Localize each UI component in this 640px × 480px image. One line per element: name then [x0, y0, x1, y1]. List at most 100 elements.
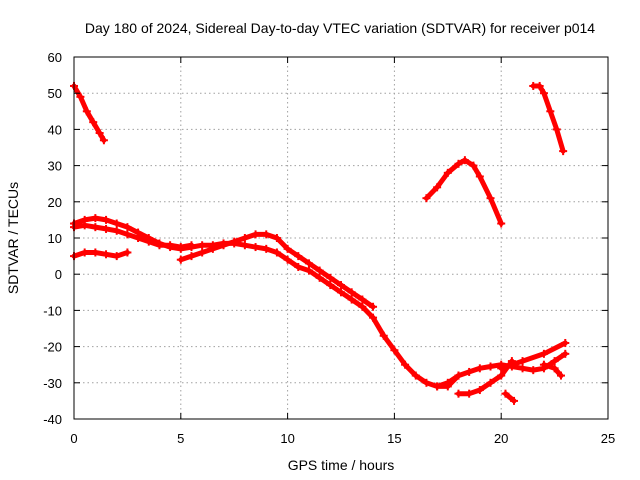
data-point: [475, 386, 484, 395]
data-point: [283, 255, 292, 264]
x-axis-label: GPS time / hours: [288, 457, 395, 473]
data-point: [539, 360, 548, 369]
data-point: [240, 241, 249, 250]
data-point: [539, 349, 548, 358]
y-tick-label: 20: [48, 195, 62, 210]
data-point: [89, 118, 98, 127]
data-point: [497, 219, 506, 228]
data-point: [443, 168, 452, 177]
series-arc-12: [541, 362, 564, 379]
data-point: [326, 281, 335, 290]
data-point: [198, 248, 207, 257]
data-point: [112, 252, 121, 261]
data-point: [95, 129, 104, 138]
data-point: [230, 237, 239, 246]
data-point: [465, 367, 474, 376]
data-point: [294, 252, 303, 261]
data-point: [251, 243, 260, 252]
data-point: [550, 357, 559, 366]
data-point: [539, 89, 548, 98]
x-tick-label: 10: [280, 431, 294, 446]
data-point: [91, 214, 100, 223]
data-point: [80, 221, 89, 230]
data-point: [187, 252, 196, 261]
data-point: [518, 364, 527, 373]
data-point: [465, 389, 474, 398]
x-tick-label: 5: [177, 431, 184, 446]
data-point: [326, 273, 335, 282]
data-point: [112, 219, 121, 228]
y-tick-label: 60: [48, 50, 62, 65]
x-tick-label: 0: [70, 431, 77, 446]
y-tick-label: -40: [43, 412, 62, 427]
data-point: [91, 223, 100, 232]
data-point: [469, 161, 478, 170]
data-point: [557, 371, 566, 380]
data-point: [550, 364, 559, 373]
data-point: [486, 378, 495, 387]
series-arc-11: [530, 83, 566, 154]
data-point: [283, 244, 292, 253]
data-point: [262, 244, 271, 253]
data-point: [272, 248, 281, 257]
data-point: [454, 371, 463, 380]
y-tick-label: -10: [43, 303, 62, 318]
data-point: [347, 288, 356, 297]
y-axis-label: SDTVAR / TECUs: [5, 182, 21, 294]
data-point: [561, 338, 570, 347]
data-point: [304, 259, 313, 268]
y-tick-label: 10: [48, 231, 62, 246]
data-point: [208, 244, 217, 253]
data-point: [507, 357, 516, 366]
data-point: [529, 366, 538, 375]
series-arc-6: [423, 157, 504, 226]
data-point: [535, 81, 544, 90]
data-point: [433, 183, 442, 192]
series-arc-10: [503, 391, 517, 404]
data-point: [198, 241, 207, 250]
data-point: [475, 364, 484, 373]
data-point: [475, 172, 484, 181]
data-point: [460, 156, 469, 165]
data-point: [501, 389, 510, 398]
y-tick-label: 30: [48, 159, 62, 174]
series-arc-3: [71, 215, 461, 389]
y-tick-label: -20: [43, 340, 62, 355]
data-point: [497, 371, 506, 380]
data-point: [80, 248, 89, 257]
data-point: [294, 262, 303, 271]
data-point: [272, 234, 281, 242]
data-point: [176, 243, 185, 252]
data-point: [422, 378, 431, 387]
x-tick-label: 15: [387, 431, 401, 446]
data-point: [123, 230, 132, 239]
data-point: [518, 357, 527, 366]
data-point: [144, 237, 153, 246]
data-point: [176, 255, 185, 264]
data-point: [552, 125, 561, 134]
data-point: [337, 281, 345, 290]
data-point: [112, 226, 121, 235]
data-point: [166, 241, 175, 250]
data-point: [546, 107, 555, 116]
data-point: [262, 230, 271, 239]
data-point: [559, 147, 568, 156]
data-point: [443, 378, 452, 387]
data-point: [102, 224, 111, 233]
data-point: [358, 302, 367, 311]
data-point: [358, 295, 367, 304]
data-point: [187, 241, 196, 250]
data-point: [123, 223, 132, 232]
x-tick-label: 20: [494, 431, 508, 446]
y-tick-label: 40: [48, 122, 62, 137]
data-point: [401, 360, 410, 369]
y-axis-ticks: -40 -30 -20 -10 0 10 20 30 40 50 60: [43, 50, 608, 427]
y-tick-label: -30: [43, 376, 62, 391]
data-point: [433, 382, 442, 391]
x-tick-label: 25: [601, 431, 615, 446]
chart-title: Day 180 of 2024, Sidereal Day-to-day VTE…: [85, 20, 595, 36]
data-point: [102, 250, 111, 259]
data-point: [379, 331, 388, 340]
data-point: [315, 273, 324, 282]
